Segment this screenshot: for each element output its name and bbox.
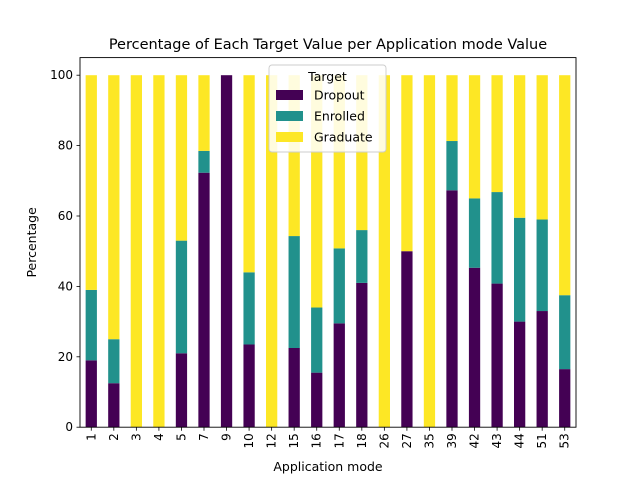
bar-enrolled-2 <box>108 339 120 384</box>
bar-graduate-15 <box>288 75 300 237</box>
plot-frame <box>79 57 577 428</box>
legend-entries: Dropout Enrolled Graduate <box>276 88 373 145</box>
legend-swatch-enrolled <box>276 111 303 121</box>
bar-dropout-2 <box>108 383 120 428</box>
x-tick-label: 18 <box>355 433 369 448</box>
x-axis-label: Application mode <box>273 459 383 474</box>
y-tick-label: 40 <box>58 279 73 293</box>
x-tick-label: 10 <box>242 433 256 448</box>
bar-dropout-5 <box>175 353 188 428</box>
bar-dropout-39 <box>446 190 458 428</box>
bar-dropout-17 <box>333 323 345 428</box>
bar-enrolled-44 <box>514 217 526 322</box>
x-tick-label: 44 <box>513 433 527 448</box>
bar-dropout-18 <box>356 282 368 428</box>
y-tick-label: 100 <box>50 68 73 82</box>
x-axis-ticks: 1 2 3 4 5 7 9 10 12 15 16 17 18 26 27 35 39 42 43 44 51 53 <box>84 427 572 448</box>
bars-group <box>85 75 571 428</box>
x-tick-label: 2 <box>107 433 121 441</box>
bar-graduate-10 <box>243 75 255 273</box>
x-tick-label: 12 <box>265 433 279 448</box>
legend-label-dropout: Dropout <box>314 88 365 103</box>
bar-enrolled-42 <box>468 198 481 268</box>
bar-graduate-7 <box>198 75 210 151</box>
bar-graduate-43 <box>491 75 503 193</box>
chart-title: Percentage of Each Target Value per Appl… <box>109 37 547 53</box>
bar-dropout-42 <box>468 267 481 428</box>
y-axis-ticks: 0 20 40 60 80 100 <box>50 68 80 434</box>
x-tick-label: 43 <box>490 433 504 448</box>
legend-swatch-dropout <box>276 90 303 100</box>
x-tick-label: 1 <box>84 433 98 441</box>
bar-enrolled-17 <box>333 248 345 324</box>
bar-dropout-1 <box>85 360 97 428</box>
bar-graduate-4 <box>153 75 165 428</box>
bar-graduate-42 <box>468 75 481 199</box>
y-tick-label: 0 <box>65 420 73 434</box>
x-tick-label: 27 <box>400 433 414 448</box>
bar-enrolled-43 <box>491 192 503 284</box>
x-tick-label: 17 <box>332 433 346 448</box>
bar-dropout-15 <box>288 348 300 428</box>
bar-enrolled-7 <box>198 150 210 173</box>
y-tick-label: 20 <box>58 350 73 364</box>
legend-frame <box>268 64 387 153</box>
y-tick-label: 60 <box>58 209 73 223</box>
y-axis-label: Percentage <box>24 207 39 278</box>
bar-graduate-16 <box>311 75 323 308</box>
x-tick-label: 15 <box>287 433 301 448</box>
bar-dropout-53 <box>559 369 571 428</box>
bar-dropout-51 <box>536 311 548 428</box>
bar-dropout-9 <box>220 75 233 428</box>
bar-graduate-44 <box>514 75 526 218</box>
bar-enrolled-10 <box>243 272 255 345</box>
bar-enrolled-18 <box>356 230 368 283</box>
bar-graduate-5 <box>175 75 188 241</box>
x-tick-label: 4 <box>152 433 166 441</box>
x-tick-label: 42 <box>468 433 482 448</box>
x-tick-label: 7 <box>197 433 211 441</box>
bar-graduate-1 <box>85 75 97 290</box>
bar-graduate-2 <box>108 75 120 340</box>
bar-dropout-7 <box>198 172 210 428</box>
bar-dropout-43 <box>491 283 503 428</box>
bar-graduate-17 <box>333 75 345 249</box>
legend-label-graduate: Graduate <box>314 130 373 145</box>
x-tick-label: 39 <box>445 433 459 448</box>
legend-title: Target <box>307 69 347 84</box>
bar-graduate-35 <box>423 75 436 428</box>
x-tick-label: 53 <box>558 433 572 448</box>
bar-enrolled-1 <box>85 289 97 361</box>
y-tick-label: 80 <box>58 139 73 153</box>
bar-enrolled-53 <box>559 295 571 370</box>
legend-swatch-graduate <box>276 132 303 142</box>
bar-graduate-53 <box>559 75 571 296</box>
bar-enrolled-5 <box>175 240 188 354</box>
bar-dropout-10 <box>243 344 255 428</box>
bar-dropout-44 <box>514 321 526 428</box>
bar-enrolled-51 <box>536 219 548 312</box>
bar-enrolled-39 <box>446 141 458 191</box>
x-tick-label: 16 <box>310 433 324 448</box>
x-tick-label: 51 <box>535 433 549 448</box>
x-tick-label: 35 <box>422 433 436 448</box>
legend-label-enrolled: Enrolled <box>314 109 365 124</box>
bar-graduate-39 <box>446 75 458 142</box>
bar-enrolled-16 <box>311 307 323 373</box>
bar-graduate-27 <box>401 75 413 252</box>
bar-dropout-16 <box>311 372 323 428</box>
x-tick-label: 5 <box>174 433 188 441</box>
bar-graduate-12 <box>266 75 278 428</box>
bar-graduate-3 <box>130 75 142 428</box>
bar-graduate-18 <box>356 75 368 231</box>
bar-dropout-27 <box>401 251 413 428</box>
x-tick-label: 26 <box>377 433 391 448</box>
legend: Target Dropout Enrolled Graduate <box>268 64 387 153</box>
bar-enrolled-15 <box>288 236 300 348</box>
bar-graduate-26 <box>378 75 390 428</box>
x-tick-label: 3 <box>129 433 143 441</box>
bar-graduate-51 <box>536 75 548 220</box>
x-tick-label: 9 <box>220 433 234 441</box>
